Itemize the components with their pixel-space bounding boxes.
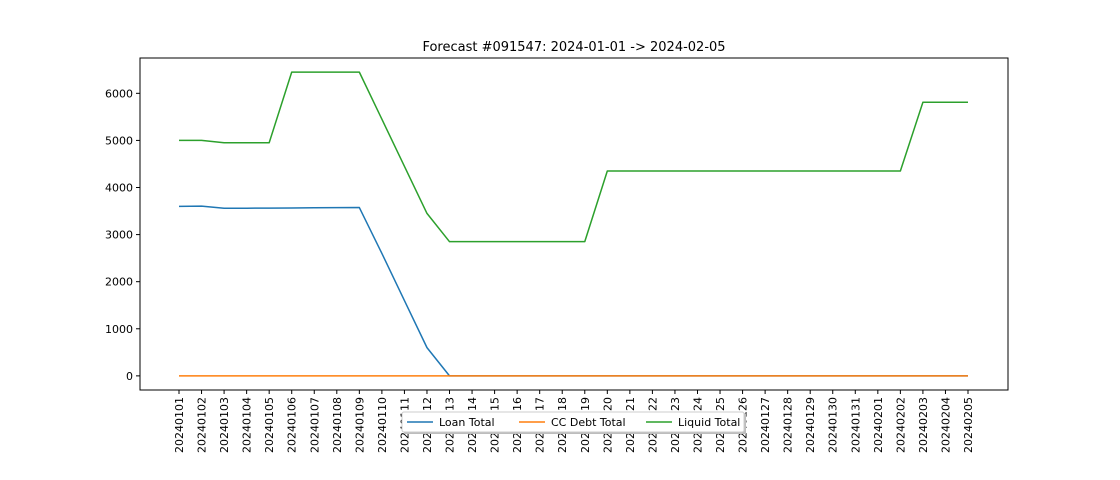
y-tick-label: 0 — [126, 370, 133, 383]
y-tick-label: 2000 — [105, 276, 133, 289]
y-axis: 0 1000 2000 3000 4000 5000 6000 — [105, 87, 140, 383]
x-tick-label: 20240108 — [331, 397, 344, 453]
x-tick-label: 20240109 — [353, 397, 366, 453]
x-tick-label: 20240104 — [241, 397, 254, 453]
x-axis: 20240101 20240102 20240103 20240104 20240105… — [173, 390, 975, 453]
plot-frame — [139, 57, 1009, 391]
x-tick-label: 20240202 — [894, 397, 907, 453]
y-tick-label: 3000 — [105, 229, 133, 242]
x-tick-label: 20240129 — [804, 397, 817, 453]
x-tick-label: 20240103 — [218, 397, 231, 453]
x-tick-label: 20240106 — [286, 397, 299, 453]
x-tick-label: 20240130 — [827, 397, 840, 453]
x-tick-label: 20240131 — [849, 397, 862, 453]
x-tick-label: 20240128 — [782, 397, 795, 453]
x-tick-label: 20240201 — [872, 397, 885, 453]
legend-label: Loan Total — [439, 416, 495, 429]
y-tick-label: 1000 — [105, 323, 133, 336]
legend: Loan Total CC Debt Total Liquid Total — [401, 411, 746, 434]
x-tick-label: 20240105 — [263, 397, 276, 453]
x-tick-label: 20240205 — [962, 397, 975, 453]
x-tick-label: 20240204 — [939, 397, 952, 453]
chart-title: Forecast #091547: 2024-01-01 -> 2024-02-… — [422, 40, 725, 55]
x-tick-label: 20240127 — [759, 397, 772, 453]
legend-box — [401, 411, 745, 433]
series-line-liquid-total — [179, 71, 968, 243]
x-tick-label: 20240107 — [308, 397, 321, 453]
y-tick-label: 5000 — [105, 134, 133, 147]
legend-label: Liquid Total — [678, 416, 740, 429]
y-tick-label: 6000 — [105, 87, 133, 100]
x-tick-label: 20240110 — [376, 397, 389, 453]
series-layer — [178, 71, 968, 377]
legend-label: CC Debt Total — [551, 416, 626, 429]
x-tick-label: 20240203 — [917, 397, 930, 453]
x-tick-label: 20240101 — [173, 397, 186, 453]
x-tick-label: 20240102 — [196, 397, 209, 453]
y-tick-label: 4000 — [105, 182, 133, 195]
